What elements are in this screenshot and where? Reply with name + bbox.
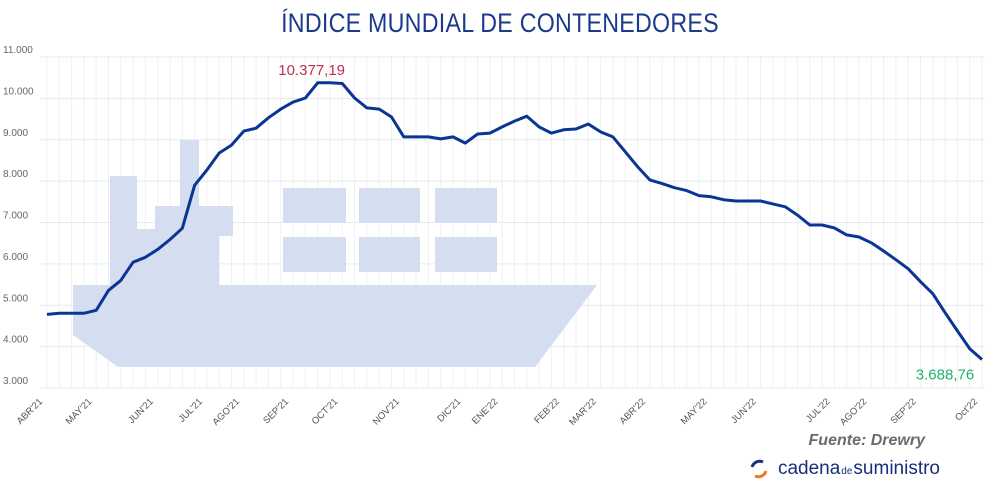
y-tick-label: 3.000 — [3, 376, 28, 387]
y-tick-label: 4.000 — [3, 335, 28, 346]
chart-title: ÍNDICE MUNDIAL DE CONTENEDORES — [281, 8, 719, 38]
x-tick-label: MAR'22 — [567, 396, 598, 427]
annotations: 10.377,19 3.688,76 — [278, 62, 974, 384]
y-tick-label: 10.000 — [3, 86, 34, 97]
x-tick-label: DIC'21 — [435, 396, 463, 424]
x-tick-label: JUL'21 — [177, 396, 205, 424]
source-note: Fuente: Drewry — [808, 432, 925, 449]
x-axis: ABR'21 MAY'21 JUN'21 JUL'21 AGO'21 SEP'21 OCT'… — [15, 396, 980, 427]
x-tick-label: SEP'21 — [261, 396, 291, 426]
x-tick-label: ABR'21 — [15, 396, 45, 426]
y-tick-label: 5.000 — [3, 293, 28, 304]
x-tick-label: OCT'21 — [310, 396, 341, 427]
y-tick-label: 6.000 — [3, 252, 28, 263]
x-tick-label: FEB'22 — [532, 396, 562, 426]
cargo-ship-icon — [73, 140, 597, 367]
y-tick-label: 8.000 — [3, 169, 28, 180]
logo-text-suministro: suministro — [853, 458, 940, 479]
x-tick-label: AGO'22 — [838, 396, 869, 427]
x-tick-label: ENE'22 — [470, 396, 500, 426]
x-tick-label: JUN'21 — [126, 396, 156, 426]
x-tick-label: MAY'21 — [64, 396, 95, 427]
series-line — [46, 81, 983, 361]
circular-arrows-icon — [750, 459, 768, 479]
data-label: 10.377,19 — [278, 62, 345, 79]
y-tick-label: 11.000 — [3, 45, 33, 56]
logo: cadena de suministro — [748, 458, 940, 480]
y-axis: 3.000 4.000 5.000 6.000 7.000 8.000 9.000 10.00… — [3, 45, 34, 387]
x-tick-label: MAY'22 — [679, 396, 710, 427]
logo-text-cadena: cadena — [777, 458, 841, 479]
x-tick-label: JUL'22 — [804, 396, 832, 424]
y-tick-label: 7.000 — [3, 211, 28, 222]
x-tick-label: NOV'21 — [371, 396, 402, 427]
data-label: 3.688,76 — [916, 367, 974, 384]
logo-text-de: de — [841, 465, 853, 477]
x-tick-label: JUN'22 — [729, 396, 759, 426]
x-tick-label: AGO'21 — [210, 396, 241, 427]
x-tick-label: SEP'22 — [889, 396, 919, 426]
y-tick-label: 9.000 — [3, 128, 28, 139]
x-tick-label: ABR'22 — [618, 396, 648, 426]
x-tick-label: Oct'22 — [953, 396, 980, 423]
